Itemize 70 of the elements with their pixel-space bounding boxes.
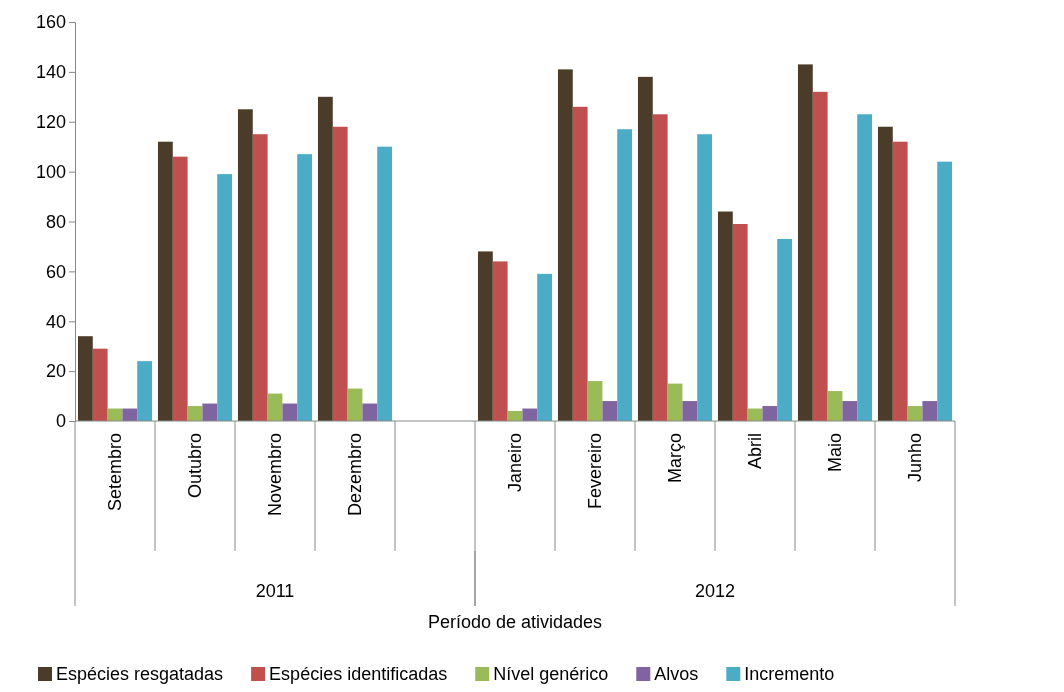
bar bbox=[717, 211, 733, 421]
text: 2012 bbox=[694, 581, 736, 601]
bar bbox=[812, 91, 828, 421]
bar bbox=[602, 401, 618, 421]
x-tick-label: Outubro bbox=[185, 433, 205, 499]
bar bbox=[557, 69, 573, 421]
y-tick-label: 100 bbox=[35, 161, 66, 182]
bar bbox=[347, 388, 363, 421]
bar bbox=[572, 106, 588, 421]
text: Período de atividades bbox=[427, 612, 603, 632]
legend-label: Espécies resgatadas bbox=[56, 664, 224, 684]
y-tick-label: 140 bbox=[35, 62, 66, 83]
bar bbox=[477, 251, 493, 421]
bar bbox=[732, 223, 748, 421]
bar bbox=[762, 406, 778, 421]
bar bbox=[587, 381, 603, 421]
bar bbox=[137, 361, 153, 421]
bar bbox=[537, 273, 553, 421]
bar bbox=[682, 401, 698, 421]
bar bbox=[267, 393, 283, 421]
legend-label: Espécies identificadas bbox=[269, 664, 448, 684]
bar bbox=[252, 134, 268, 421]
bar bbox=[202, 403, 218, 421]
bar bbox=[922, 401, 938, 421]
y-tick-label: 160 bbox=[35, 12, 66, 33]
bar bbox=[777, 238, 793, 421]
bar bbox=[697, 134, 713, 421]
legend-label: Alvos bbox=[654, 664, 699, 684]
bar bbox=[362, 403, 378, 421]
x-tick-label: Setembro bbox=[105, 433, 125, 512]
bar bbox=[827, 391, 843, 421]
y-tick-label: 40 bbox=[45, 311, 66, 332]
x-tick-label: Março bbox=[665, 433, 685, 484]
bar bbox=[332, 126, 348, 421]
x-tick-label: Junho bbox=[905, 433, 925, 483]
bar bbox=[857, 114, 873, 421]
bar bbox=[877, 126, 893, 421]
x-tick-label: Fevereiro bbox=[585, 433, 605, 510]
bar bbox=[297, 154, 313, 421]
text: 2011 bbox=[255, 581, 295, 601]
bar bbox=[377, 146, 393, 421]
bar bbox=[937, 161, 953, 421]
bar bbox=[217, 174, 233, 421]
x-tick-label: Novembro bbox=[265, 433, 285, 517]
bar bbox=[652, 114, 668, 421]
bar bbox=[797, 64, 813, 421]
bar bbox=[667, 383, 683, 421]
legend-label: Nível genérico bbox=[493, 664, 609, 684]
bar bbox=[617, 129, 633, 421]
x-tick-label: Dezembro bbox=[345, 433, 365, 517]
bar bbox=[157, 141, 173, 421]
bar bbox=[237, 109, 253, 421]
bar bbox=[492, 261, 508, 421]
bar bbox=[172, 156, 188, 421]
y-tick-label: 120 bbox=[35, 112, 66, 133]
bar bbox=[92, 348, 108, 421]
bar bbox=[892, 141, 908, 421]
bar bbox=[317, 96, 333, 421]
y-tick-label: 0 bbox=[55, 411, 66, 432]
y-tick-label: 60 bbox=[45, 261, 66, 282]
y-tick-label: 80 bbox=[45, 211, 66, 232]
x-tick-label: Maio bbox=[825, 433, 845, 473]
x-tick-label: Janeiro bbox=[505, 433, 525, 493]
x-tick-label: Abril bbox=[745, 433, 765, 470]
bar bbox=[637, 76, 653, 421]
legend-label: Incremento bbox=[744, 664, 835, 684]
y-tick-label: 20 bbox=[45, 361, 66, 382]
bar bbox=[842, 401, 858, 421]
bar bbox=[282, 403, 298, 421]
bar bbox=[77, 336, 93, 421]
